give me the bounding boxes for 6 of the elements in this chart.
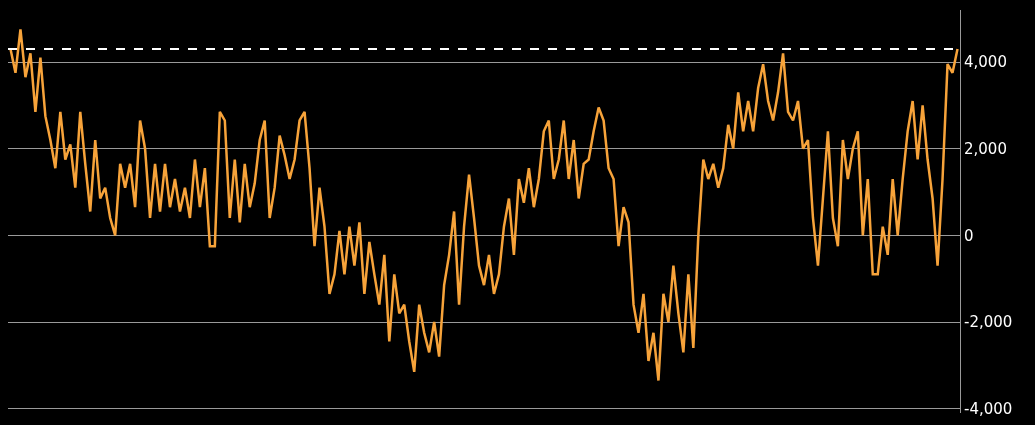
y-tick-label: 4,000 [964,53,1007,72]
y-tick-label: -2,000 [964,313,1013,332]
y-tick-label: 2,000 [964,139,1007,158]
y-tick-label: -4,000 [964,399,1013,418]
line-series [9,28,959,382]
y-tick-label: 0 [964,226,974,245]
